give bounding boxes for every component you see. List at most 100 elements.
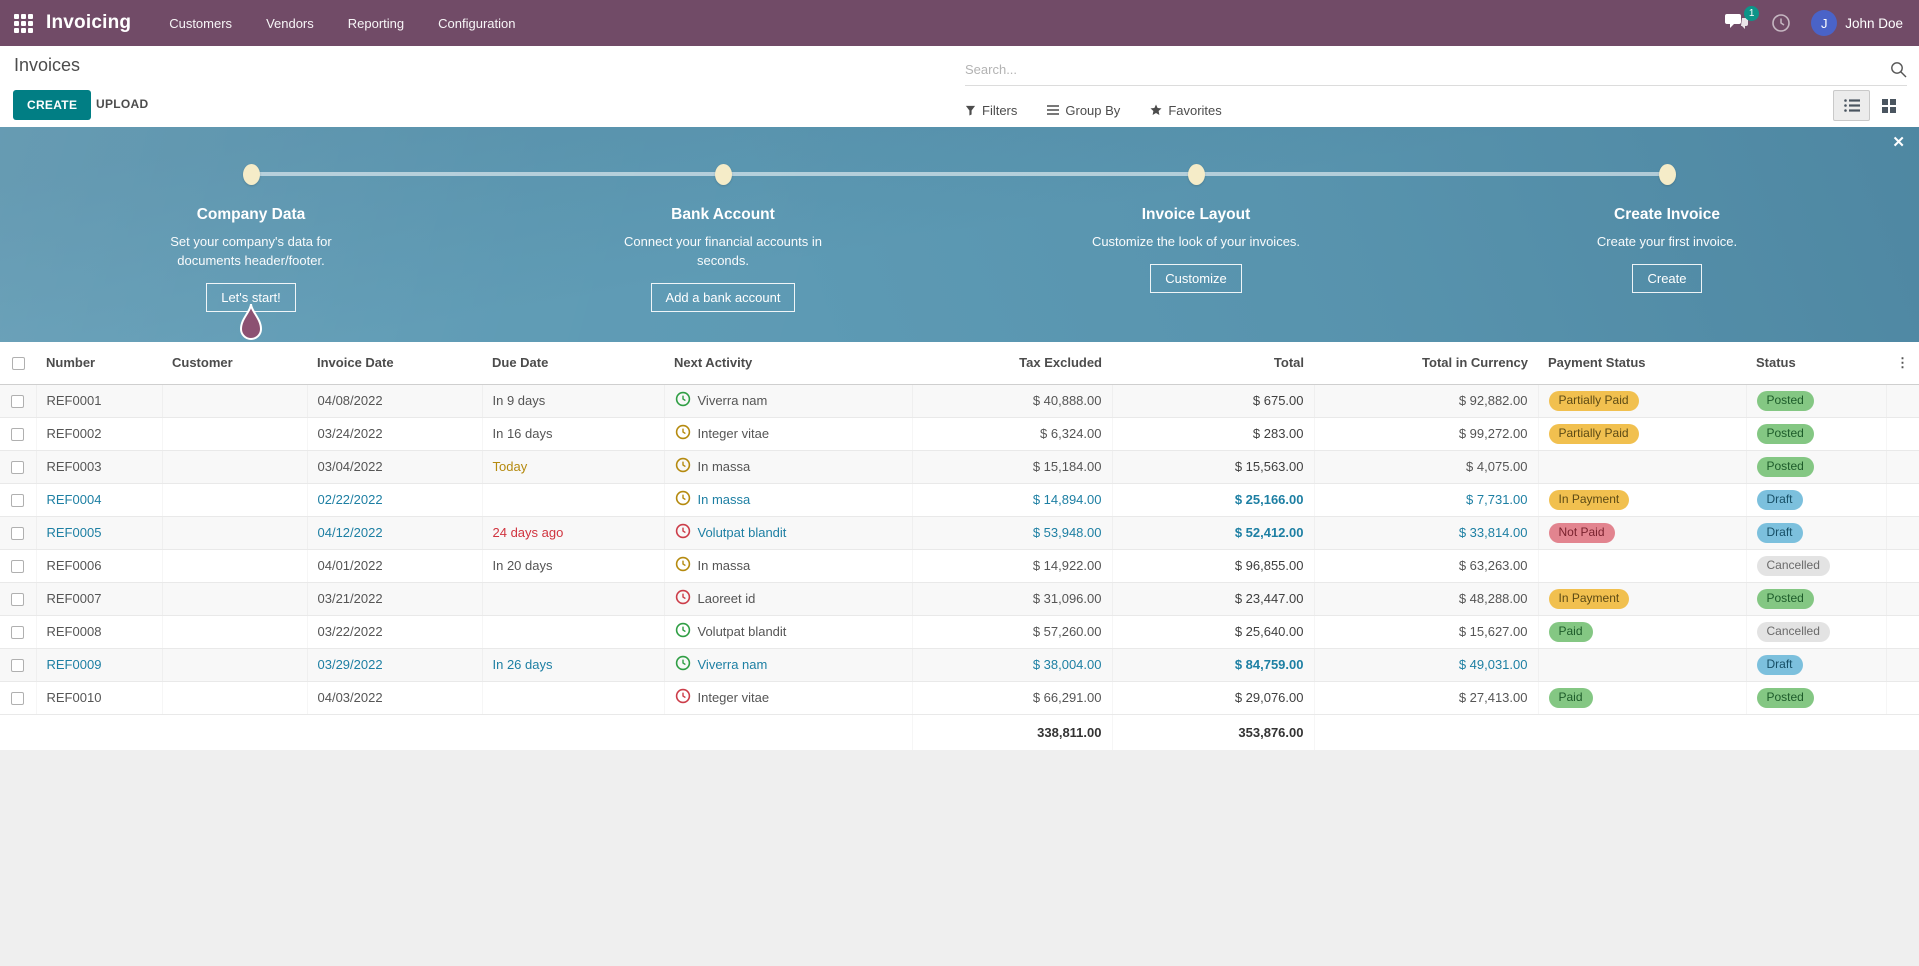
row-checkbox[interactable] [11, 593, 24, 606]
activity-clock-icon[interactable] [675, 622, 691, 641]
cell-next-activity[interactable]: Laoreet id [664, 582, 912, 615]
step-action-button[interactable]: Create [1632, 264, 1701, 293]
cell-status[interactable]: Posted [1746, 450, 1886, 483]
cell-invoice-date[interactable]: 02/22/2022 [307, 483, 482, 516]
col-header-customer[interactable]: Customer [162, 342, 307, 384]
apps-grid-icon[interactable] [0, 0, 46, 46]
cell-total-in-currency[interactable]: $ 15,627.00 [1314, 615, 1538, 648]
cell-next-activity[interactable]: In massa [664, 549, 912, 582]
col-header-status[interactable]: Status [1746, 342, 1886, 384]
col-header-invoice-date[interactable]: Invoice Date [307, 342, 482, 384]
col-header-total-in-currency[interactable]: Total in Currency [1314, 342, 1538, 384]
cell-invoice-date[interactable]: 04/01/2022 [307, 549, 482, 582]
cell-total[interactable]: $ 96,855.00 [1112, 549, 1314, 582]
cell-number[interactable]: REF0007 [36, 582, 162, 615]
cell-number[interactable]: REF0010 [36, 681, 162, 714]
cell-payment-status[interactable] [1538, 549, 1746, 582]
table-row[interactable]: REF000604/01/2022In 20 daysIn massa$ 14,… [0, 549, 1919, 582]
table-row[interactable]: REF000504/12/202224 days agoVolutpat bla… [0, 516, 1919, 549]
cell-total[interactable]: $ 675.00 [1112, 384, 1314, 417]
cell-total-in-currency[interactable]: $ 49,031.00 [1314, 648, 1538, 681]
cell-tax-excluded[interactable]: $ 31,096.00 [912, 582, 1112, 615]
cell-status[interactable]: Posted [1746, 417, 1886, 450]
cell-tax-excluded[interactable]: $ 53,948.00 [912, 516, 1112, 549]
row-checkbox[interactable] [11, 527, 24, 540]
cell-tax-excluded[interactable]: $ 38,004.00 [912, 648, 1112, 681]
cell-status[interactable]: Posted [1746, 681, 1886, 714]
cell-next-activity[interactable]: Viverra nam [664, 384, 912, 417]
cell-due-date[interactable]: In 16 days [482, 417, 664, 450]
step-action-button[interactable]: Customize [1150, 264, 1241, 293]
cell-next-activity[interactable]: Viverra nam [664, 648, 912, 681]
cell-total[interactable]: $ 23,447.00 [1112, 582, 1314, 615]
cell-next-activity[interactable]: Integer vitae [664, 417, 912, 450]
cell-customer[interactable] [162, 483, 307, 516]
col-header-payment-status[interactable]: Payment Status [1538, 342, 1746, 384]
table-row[interactable]: REF001004/03/2022Integer vitae$ 66,291.0… [0, 681, 1919, 714]
filters-button[interactable]: Filters [965, 103, 1017, 118]
col-header-number[interactable]: Number [36, 342, 162, 384]
cell-invoice-date[interactable]: 03/21/2022 [307, 582, 482, 615]
topbar-menu-customers[interactable]: Customers [169, 16, 232, 31]
cell-status[interactable]: Posted [1746, 384, 1886, 417]
cell-total-in-currency[interactable]: $ 4,075.00 [1314, 450, 1538, 483]
row-checkbox[interactable] [11, 560, 24, 573]
cell-number[interactable]: REF0004 [36, 483, 162, 516]
cell-payment-status[interactable]: Paid [1538, 615, 1746, 648]
cell-invoice-date[interactable]: 03/22/2022 [307, 615, 482, 648]
cell-customer[interactable] [162, 582, 307, 615]
activity-clock-icon[interactable] [675, 556, 691, 575]
cell-payment-status[interactable]: In Payment [1538, 483, 1746, 516]
topbar-menu-reporting[interactable]: Reporting [348, 16, 404, 31]
table-row[interactable]: REF000903/29/2022In 26 daysViverra nam$ … [0, 648, 1919, 681]
cell-next-activity[interactable]: In massa [664, 483, 912, 516]
cell-invoice-date[interactable]: 03/04/2022 [307, 450, 482, 483]
cell-tax-excluded[interactable]: $ 40,888.00 [912, 384, 1112, 417]
cell-status[interactable]: Posted [1746, 582, 1886, 615]
cell-total[interactable]: $ 15,563.00 [1112, 450, 1314, 483]
cell-status[interactable]: Draft [1746, 483, 1886, 516]
cell-payment-status[interactable]: Not Paid [1538, 516, 1746, 549]
cell-total-in-currency[interactable]: $ 33,814.00 [1314, 516, 1538, 549]
cell-status[interactable]: Cancelled [1746, 615, 1886, 648]
cell-payment-status[interactable]: Partially Paid [1538, 384, 1746, 417]
row-checkbox[interactable] [11, 692, 24, 705]
search-icon[interactable] [1890, 61, 1907, 78]
table-row[interactable]: REF000203/24/2022In 16 daysInteger vitae… [0, 417, 1919, 450]
activity-clock-icon[interactable] [675, 391, 691, 410]
cell-total-in-currency[interactable]: $ 48,288.00 [1314, 582, 1538, 615]
cell-due-date[interactable]: 24 days ago [482, 516, 664, 549]
group-by-button[interactable]: Group By [1047, 103, 1120, 118]
activities-clock-icon[interactable] [1771, 13, 1791, 33]
cell-customer[interactable] [162, 417, 307, 450]
list-view-button[interactable] [1833, 90, 1870, 121]
cell-invoice-date[interactable]: 04/03/2022 [307, 681, 482, 714]
cell-payment-status[interactable]: In Payment [1538, 582, 1746, 615]
activity-clock-icon[interactable] [675, 523, 691, 542]
cell-total-in-currency[interactable]: $ 7,731.00 [1314, 483, 1538, 516]
row-checkbox[interactable] [11, 461, 24, 474]
cell-total-in-currency[interactable]: $ 99,272.00 [1314, 417, 1538, 450]
create-button[interactable]: CREATE [13, 90, 91, 120]
cell-payment-status[interactable] [1538, 450, 1746, 483]
banner-close-icon[interactable]: ✕ [1892, 135, 1905, 150]
cell-customer[interactable] [162, 450, 307, 483]
cell-total[interactable]: $ 29,076.00 [1112, 681, 1314, 714]
cell-total[interactable]: $ 52,412.00 [1112, 516, 1314, 549]
col-header-total[interactable]: Total [1112, 342, 1314, 384]
cell-next-activity[interactable]: In massa [664, 450, 912, 483]
cell-number[interactable]: REF0003 [36, 450, 162, 483]
cell-due-date[interactable] [482, 582, 664, 615]
cell-due-date[interactable]: Today [482, 450, 664, 483]
cell-invoice-date[interactable]: 03/24/2022 [307, 417, 482, 450]
col-header-due-date[interactable]: Due Date [482, 342, 664, 384]
row-checkbox[interactable] [11, 428, 24, 441]
cell-customer[interactable] [162, 681, 307, 714]
cell-next-activity[interactable]: Volutpat blandit [664, 615, 912, 648]
cell-tax-excluded[interactable]: $ 66,291.00 [912, 681, 1112, 714]
activity-clock-icon[interactable] [675, 655, 691, 674]
cell-number[interactable]: REF0006 [36, 549, 162, 582]
table-row[interactable]: REF000402/22/2022In massa$ 14,894.00$ 25… [0, 483, 1919, 516]
activity-clock-icon[interactable] [675, 457, 691, 476]
cell-number[interactable]: REF0001 [36, 384, 162, 417]
